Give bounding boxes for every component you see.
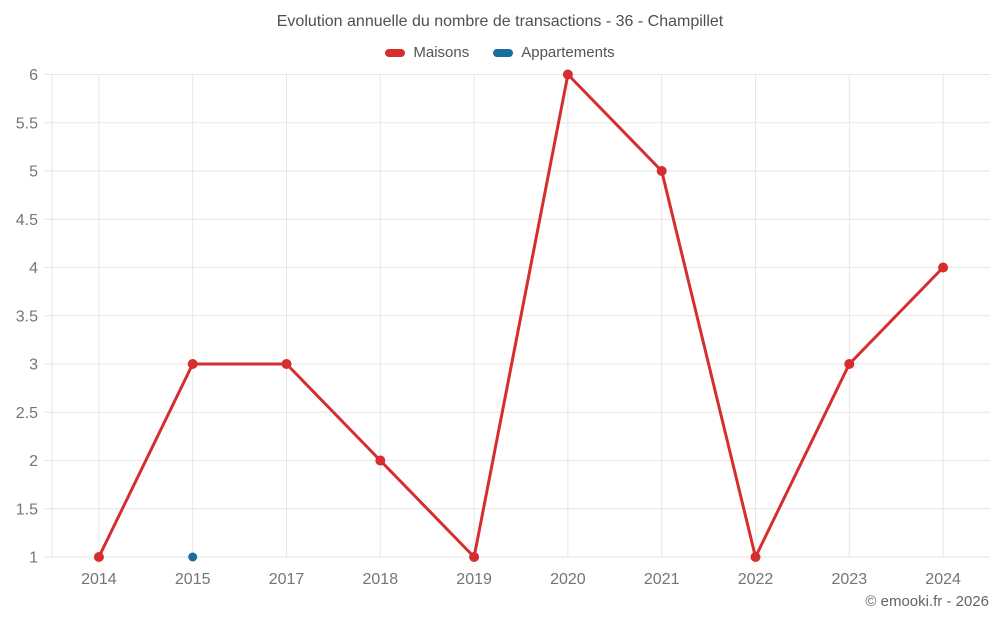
svg-text:3.5: 3.5 xyxy=(16,308,38,325)
svg-text:4: 4 xyxy=(29,260,38,277)
svg-text:2023: 2023 xyxy=(832,571,868,588)
svg-text:6: 6 xyxy=(29,67,38,84)
svg-text:1: 1 xyxy=(29,550,38,567)
chart-legend: Maisons Appartements xyxy=(0,44,1000,61)
svg-text:5.5: 5.5 xyxy=(16,115,38,132)
svg-text:2015: 2015 xyxy=(175,571,211,588)
chart-title: Evolution annuelle du nombre de transact… xyxy=(276,13,724,30)
svg-text:2021: 2021 xyxy=(644,571,680,588)
legend-label-maisons: Maisons xyxy=(413,44,470,61)
svg-text:1.5: 1.5 xyxy=(16,501,38,518)
svg-text:2017: 2017 xyxy=(269,571,305,588)
svg-text:2020: 2020 xyxy=(550,571,586,588)
svg-text:5: 5 xyxy=(29,164,38,181)
svg-text:2.5: 2.5 xyxy=(16,405,38,422)
maisons-series-swatch-icon xyxy=(385,48,406,57)
svg-text:2: 2 xyxy=(29,453,38,470)
legend-label-appartements: Appartements xyxy=(521,44,615,61)
appartements-series-swatch-icon xyxy=(493,48,514,57)
svg-text:4.5: 4.5 xyxy=(16,212,38,229)
svg-text:3: 3 xyxy=(29,357,38,374)
svg-text:2018: 2018 xyxy=(363,571,399,588)
copyright-text: © emooki.fr - 2026 xyxy=(865,593,989,610)
legend-item-maisons[interactable]: Maisons xyxy=(385,44,469,61)
legend-item-appartements[interactable]: Appartements xyxy=(493,44,615,61)
svg-text:2014: 2014 xyxy=(81,571,117,588)
svg-text:2022: 2022 xyxy=(738,571,774,588)
svg-text:2019: 2019 xyxy=(456,571,492,588)
svg-text:2024: 2024 xyxy=(925,571,961,588)
